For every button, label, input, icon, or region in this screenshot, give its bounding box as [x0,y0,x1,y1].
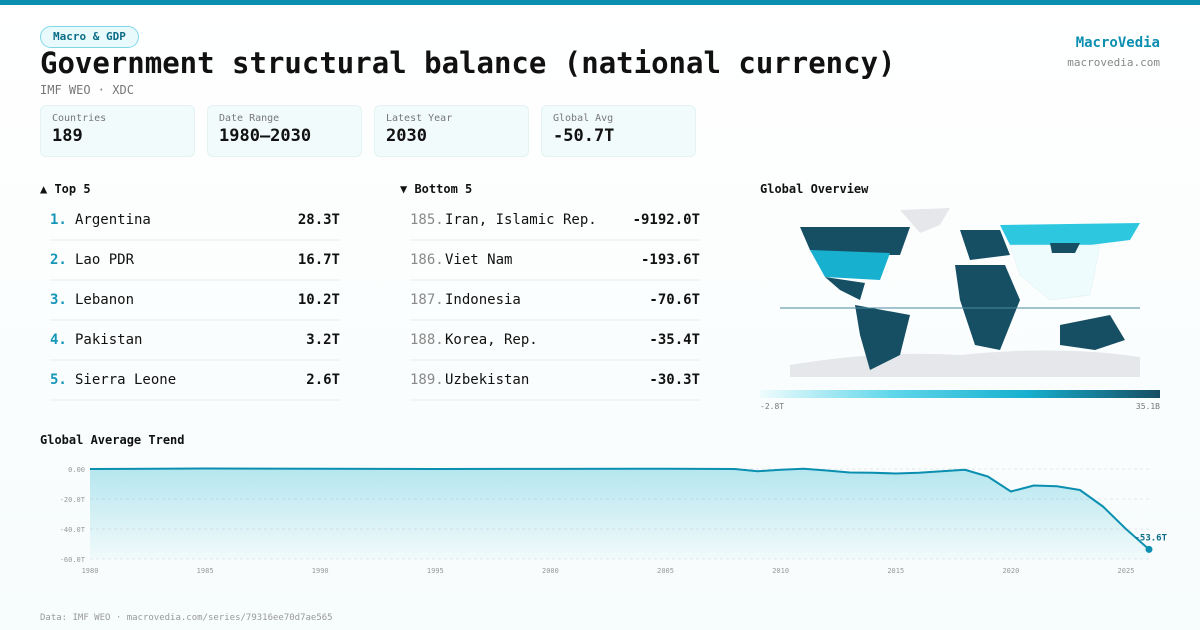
stat-label: Countries [52,113,107,124]
list-item[interactable]: 5. Sierra Leone 2.6T [50,361,340,401]
list-item[interactable]: 188. Korea, Rep. -35.4T [410,321,700,361]
stat-value: 1980–2030 [219,126,312,146]
country-value: 2.6T [306,372,340,388]
map-russia [1000,223,1140,245]
stat-value: 189 [52,126,83,146]
x-tick-label: 2020 [1002,567,1019,575]
stat-card-global-avg: Global Avg -50.7T [541,105,696,157]
page-subtitle: IMF WEO · XDC [40,83,134,97]
country-value: 16.7T [297,252,340,268]
last-value-label: -53.6T [1134,533,1167,543]
country-name: Lebanon [75,292,135,308]
list-item[interactable]: 1. Argentina 28.3T [50,201,340,241]
top-accent-bar [0,0,1200,5]
map-usa [810,250,890,280]
country-name: Iran, Islamic Rep. [445,212,597,228]
brand-logo[interactable]: MacroVedia [1075,35,1160,51]
list-item[interactable]: 3. Lebanon 10.2T [50,281,340,321]
country-value: -9192.0T [632,212,700,228]
stat-label: Date Range [219,113,280,124]
footer-source: Data: IMF WEO · macrovedia.com/series/79… [40,613,333,623]
list-item[interactable]: 4. Pakistan 3.2T [50,321,340,361]
country-name: Pakistan [75,332,143,348]
x-tick-label: 2000 [542,567,559,575]
rank: 185. [410,212,444,228]
rank: 1. [50,212,67,228]
map-greenland [900,208,950,233]
x-tick-label: 2015 [887,567,904,575]
world-map[interactable] [760,205,1160,380]
country-name: Lao PDR [75,252,135,268]
map-canada [800,227,910,255]
top5-heading: ▲ Top 5 [40,182,91,196]
list-item[interactable]: 185. Iran, Islamic Rep. -9192.0T [410,201,700,241]
y-tick-label: -40.0T [60,526,86,534]
country-value: -70.6T [649,292,700,308]
country-value: -35.4T [649,332,700,348]
map-asia [1009,244,1101,301]
country-name: Viet Nam [445,252,513,268]
list-item[interactable]: 187. Indonesia -70.6T [410,281,700,321]
stat-card-countries: Countries 189 [40,105,195,157]
map-europe [960,230,1010,260]
country-name: Argentina [75,212,151,228]
country-name: Korea, Rep. [445,332,538,348]
list-item[interactable]: 189. Uzbekistan -30.3T [410,361,700,401]
x-tick-label: 1995 [427,567,444,575]
top5-list: 1. Argentina 28.3T 2. Lao PDR 16.7T 3. Lebanon 1… [50,201,340,401]
x-tick-label: 2005 [657,567,674,575]
stat-value: 2030 [386,126,427,146]
last-point[interactable] [1145,545,1153,553]
rank: 2. [50,252,67,268]
rank: 188. [410,332,444,348]
map-australia [1060,315,1125,350]
stat-value: -50.7T [553,126,615,146]
stat-label: Latest Year [386,113,453,124]
brand-site[interactable]: macrovedia.com [1067,56,1160,69]
list-item[interactable]: 2. Lao PDR 16.7T [50,241,340,281]
map-mongolia [1050,243,1080,253]
rank: 187. [410,292,444,308]
country-name: Indonesia [445,292,521,308]
bottom5-list: 185. Iran, Islamic Rep. -9192.0T 186. Viet N… [410,201,700,401]
rank: 5. [50,372,67,388]
list-item[interactable]: 186. Viet Nam -193.6T [410,241,700,281]
stat-card-latest-year: Latest Year 2030 [374,105,529,157]
legend-max: 35.1B [1135,402,1160,411]
rank: 186. [410,252,444,268]
rank: 4. [50,332,67,348]
trend-line [89,467,1150,551]
map-color-legend [760,390,1160,398]
trend-area [90,468,1149,559]
y-tick-label: 0.00 [68,466,85,474]
map-antarctica [790,350,1140,377]
x-tick-label: 1985 [197,567,214,575]
trend-chart[interactable]: 0.00 -20.0T -40.0T -60.0T 1980 1985 1990 1995 20… [0,455,1200,580]
country-value: -30.3T [649,372,700,388]
stat-label: Global Avg [553,113,614,124]
trend-heading: Global Average Trend [40,433,185,447]
legend-min: -2.8T [760,402,785,411]
y-tick-label: -60.0T [60,556,86,564]
country-name: Uzbekistan [445,372,530,388]
rank: 189. [410,372,444,388]
country-value: 10.2T [297,292,340,308]
country-value: 3.2T [306,332,340,348]
country-value: 28.3T [297,212,340,228]
country-value: -193.6T [640,252,700,268]
map-south-america [855,305,910,370]
rank: 3. [50,292,67,308]
bottom5-heading: ▼ Bottom 5 [400,182,473,196]
map-mexico [825,277,865,300]
x-tick-label: 2010 [772,567,789,575]
category-badge[interactable]: Macro & GDP [40,26,139,48]
country-name: Sierra Leone [75,372,177,388]
page-title: Government structural balance (national … [40,46,896,80]
x-tick-label: 2025 [1118,567,1135,575]
map-heading: Global Overview [760,182,869,196]
x-tick-label: 1980 [82,567,99,575]
y-tick-label: -20.0T [60,496,86,504]
stat-card-date-range: Date Range 1980–2030 [207,105,362,157]
x-tick-label: 1990 [312,567,329,575]
